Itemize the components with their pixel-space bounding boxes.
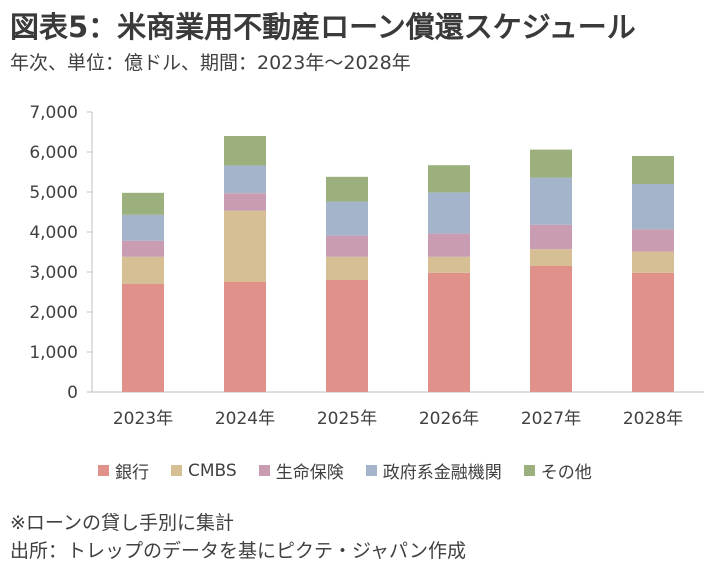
- y-tick-label: 5,000: [29, 183, 78, 203]
- bar-segment: [428, 165, 470, 193]
- legend-swatch: [171, 465, 182, 476]
- x-tick-label: 2028年: [623, 409, 683, 429]
- bar-segment: [428, 192, 470, 234]
- bar-segment: [530, 266, 572, 392]
- bar-segment: [530, 249, 572, 266]
- y-tick-label: 7,000: [29, 103, 78, 123]
- legend-label: 政府系金融機関: [382, 463, 502, 483]
- bar-segment: [632, 272, 674, 392]
- bar-segment: [122, 192, 164, 215]
- bar-segment: [122, 284, 164, 392]
- chart-title: 図表5：米商業用不動産ローン償還スケジュール: [10, 10, 636, 44]
- bar-segment: [122, 256, 164, 284]
- bar-segment: [224, 136, 266, 166]
- footnote-source: 出所：トレップのデータを基にピクテ・ジャパン作成: [10, 540, 467, 562]
- y-tick-label: 4,000: [29, 223, 78, 243]
- legend-item: その他: [523, 458, 592, 483]
- footnote-aggregation: ※ローンの貸し手別に集計: [10, 512, 234, 534]
- legend-label: 生命保険: [275, 463, 344, 483]
- x-tick-label: 2026年: [419, 409, 479, 429]
- legend-item: 生命保険: [258, 458, 344, 483]
- bar-segment: [224, 210, 266, 282]
- bar-segment: [326, 201, 368, 236]
- chart-legend: 銀行 CMBS 生命保険 政府系金融機関 その他: [98, 458, 614, 483]
- legend-label: 銀行: [115, 463, 149, 483]
- bar-segment: [326, 256, 368, 280]
- legend-swatch: [98, 465, 109, 476]
- bar-segment: [530, 224, 572, 250]
- bar-segment: [632, 184, 674, 230]
- bar-segment: [632, 156, 674, 184]
- x-tick-label: 2025年: [317, 409, 377, 429]
- legend-swatch: [523, 465, 535, 476]
- y-tick-label: 0: [67, 383, 78, 403]
- y-tick-label: 1,000: [29, 343, 78, 363]
- legend-swatch: [258, 465, 270, 476]
- bar-segment: [326, 176, 368, 202]
- bar-segment: [428, 256, 470, 273]
- bar-segment: [326, 280, 368, 392]
- bar-segment: [530, 149, 572, 178]
- x-tick-label: 2024年: [215, 409, 275, 429]
- legend-item: 政府系金融機関: [365, 458, 502, 483]
- bar-segment: [122, 240, 164, 257]
- bar-segment: [224, 193, 266, 211]
- bar-segment: [428, 233, 470, 257]
- y-tick-label: 3,000: [29, 263, 78, 283]
- x-tick-label: 2027年: [521, 409, 581, 429]
- bar-segment: [632, 251, 674, 273]
- bar-segment: [224, 282, 266, 392]
- legend-label: その他: [540, 463, 592, 483]
- bar-segment: [428, 272, 470, 392]
- bar-segment: [122, 214, 164, 241]
- x-tick-label: 2023年: [113, 409, 173, 429]
- y-tick-label: 6,000: [29, 143, 78, 163]
- y-tick-label: 2,000: [29, 303, 78, 323]
- bar-segment: [632, 229, 674, 252]
- legend-label: CMBS: [188, 460, 237, 481]
- legend-swatch: [365, 465, 377, 476]
- legend-item: CMBS: [171, 461, 237, 481]
- bar-segment: [326, 235, 368, 257]
- bar-segment: [224, 165, 266, 194]
- bar-segment: [530, 177, 572, 225]
- chart-subtitle: 年次、単位：億ドル、期間：2023年～2028年: [10, 52, 411, 74]
- legend-item: 銀行: [98, 458, 149, 483]
